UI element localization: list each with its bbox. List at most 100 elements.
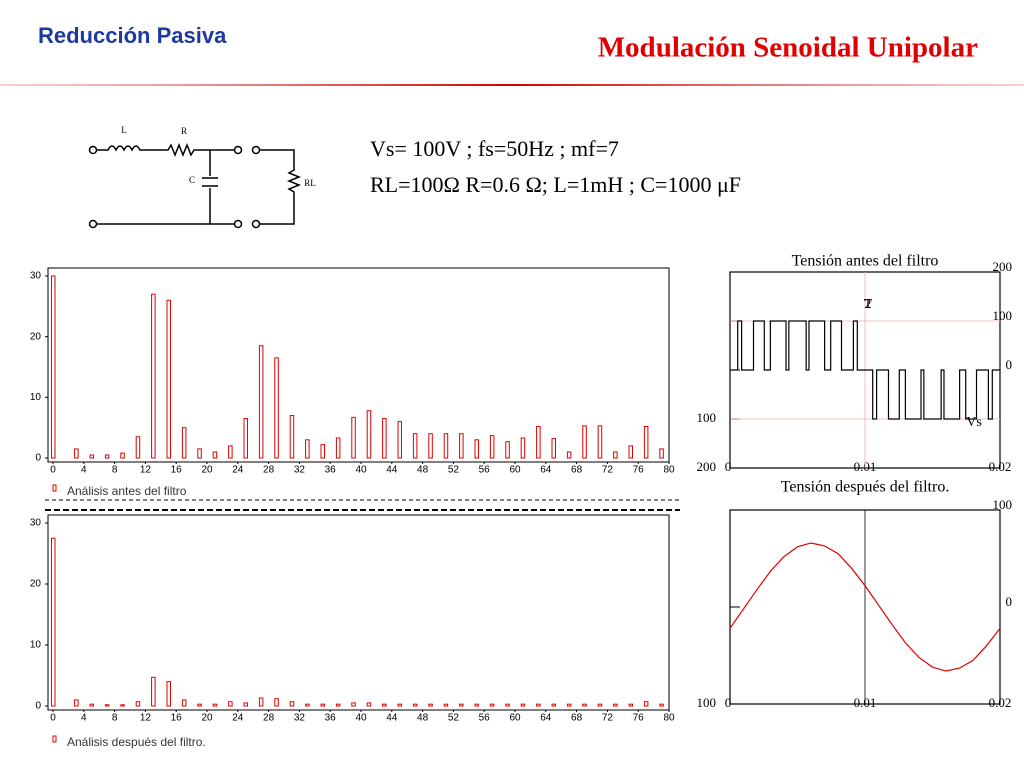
x-tick-label: 64 xyxy=(540,713,552,724)
bar xyxy=(489,703,495,707)
bar xyxy=(459,703,464,707)
bar xyxy=(274,357,279,459)
x-tick-label: 36 xyxy=(325,465,337,476)
y-tick-label: 30 xyxy=(30,271,42,282)
bar xyxy=(135,436,141,459)
x-tick-label: 40 xyxy=(355,713,367,724)
x-tick-label: 0.02 xyxy=(989,459,1012,474)
x-tick-label: 28 xyxy=(263,713,275,724)
y-tick-label: 0 xyxy=(1006,357,1013,372)
y-tick-label: 30 xyxy=(30,518,42,529)
x-tick-label: 4 xyxy=(81,465,87,476)
x-tick-label: 8 xyxy=(112,465,118,476)
x-tick-label: 12 xyxy=(140,465,152,476)
x-tick-label: 44 xyxy=(386,465,398,476)
bar xyxy=(351,702,356,707)
bar xyxy=(582,703,587,707)
x-tick-label: 24 xyxy=(232,465,244,476)
x-tick-label: 68 xyxy=(571,713,583,724)
bar xyxy=(551,438,556,459)
bar xyxy=(659,448,664,459)
bar xyxy=(197,703,202,707)
bar xyxy=(320,703,325,707)
bar xyxy=(74,448,79,459)
bar xyxy=(166,299,171,459)
x-tick-label: 16 xyxy=(171,713,183,724)
y-tick-label: 200 xyxy=(697,459,717,474)
bar xyxy=(320,444,325,459)
bar xyxy=(566,703,572,707)
bar xyxy=(212,451,218,459)
bar xyxy=(536,425,541,459)
y-tick-label: 20 xyxy=(30,331,42,342)
bar xyxy=(443,433,449,459)
x-tick-label: 32 xyxy=(294,713,306,724)
x-tick-label: 60 xyxy=(509,465,521,476)
bar xyxy=(613,451,618,459)
bar xyxy=(258,345,264,459)
bar xyxy=(258,697,264,707)
bar xyxy=(212,703,218,707)
bar xyxy=(120,704,125,707)
bar xyxy=(351,416,356,459)
y-tick-label: 0 xyxy=(35,701,41,712)
y-tick-label: 100 xyxy=(697,410,717,425)
x-tick-label: 80 xyxy=(663,465,675,476)
legend-swatch xyxy=(52,484,57,492)
parameters: RL=100Ω R=0.6 Ω; L=1mH ; C=1000 μF xyxy=(370,172,741,197)
left-title: Reducción Pasiva xyxy=(38,23,227,48)
x-tick-label: 44 xyxy=(386,713,398,724)
parameters: Vs= 100V ; fs=50Hz ; mf=7 xyxy=(370,136,619,161)
x-tick-label: 36 xyxy=(325,713,337,724)
bar xyxy=(382,418,387,459)
bar xyxy=(643,701,649,707)
bar xyxy=(428,703,433,707)
bar xyxy=(104,704,110,707)
bar xyxy=(89,703,94,707)
x-tick-label: 52 xyxy=(448,713,460,724)
bar xyxy=(628,445,633,459)
bar xyxy=(643,425,649,459)
y-tick-label: 0 xyxy=(1006,594,1013,609)
bar xyxy=(659,703,664,707)
bar xyxy=(566,451,572,459)
y-tick-label: 10 xyxy=(30,640,42,651)
y-tick-label: 100 xyxy=(697,695,717,710)
bar xyxy=(397,421,402,459)
x-tick-label: 48 xyxy=(417,465,429,476)
x-tick-label: 80 xyxy=(663,713,675,724)
bar xyxy=(474,439,479,459)
x-tick-label: 20 xyxy=(201,465,213,476)
x-tick-label: 8 xyxy=(112,713,118,724)
bar xyxy=(428,433,433,459)
bar xyxy=(151,293,156,459)
bar xyxy=(520,437,526,459)
x-tick-label: 68 xyxy=(571,465,583,476)
bar xyxy=(51,275,56,459)
bar xyxy=(89,454,94,459)
x-tick-label: 20 xyxy=(201,713,213,724)
bar xyxy=(104,454,110,459)
bar xyxy=(382,703,387,707)
y-tick-label: 0 xyxy=(35,453,41,464)
bar xyxy=(613,703,618,707)
line xyxy=(730,320,1000,420)
bar xyxy=(505,703,510,707)
bar xyxy=(120,452,125,459)
bar xyxy=(289,415,295,459)
bar xyxy=(366,410,372,459)
x-tick-label: 40 xyxy=(355,465,367,476)
annotation: T xyxy=(864,297,873,312)
x-tick-label: 56 xyxy=(479,465,491,476)
bar xyxy=(597,703,603,707)
bar xyxy=(181,427,187,459)
bar xyxy=(397,703,402,707)
bar xyxy=(536,703,541,707)
x-tick-label: 76 xyxy=(633,465,645,476)
bar xyxy=(181,699,187,707)
x-tick-label: 24 xyxy=(232,713,244,724)
x-tick-label: 72 xyxy=(602,465,614,476)
x-tick-label: 0 xyxy=(725,695,732,710)
annotation: 2 xyxy=(865,297,872,312)
y-tick-label: 100 xyxy=(993,308,1013,323)
